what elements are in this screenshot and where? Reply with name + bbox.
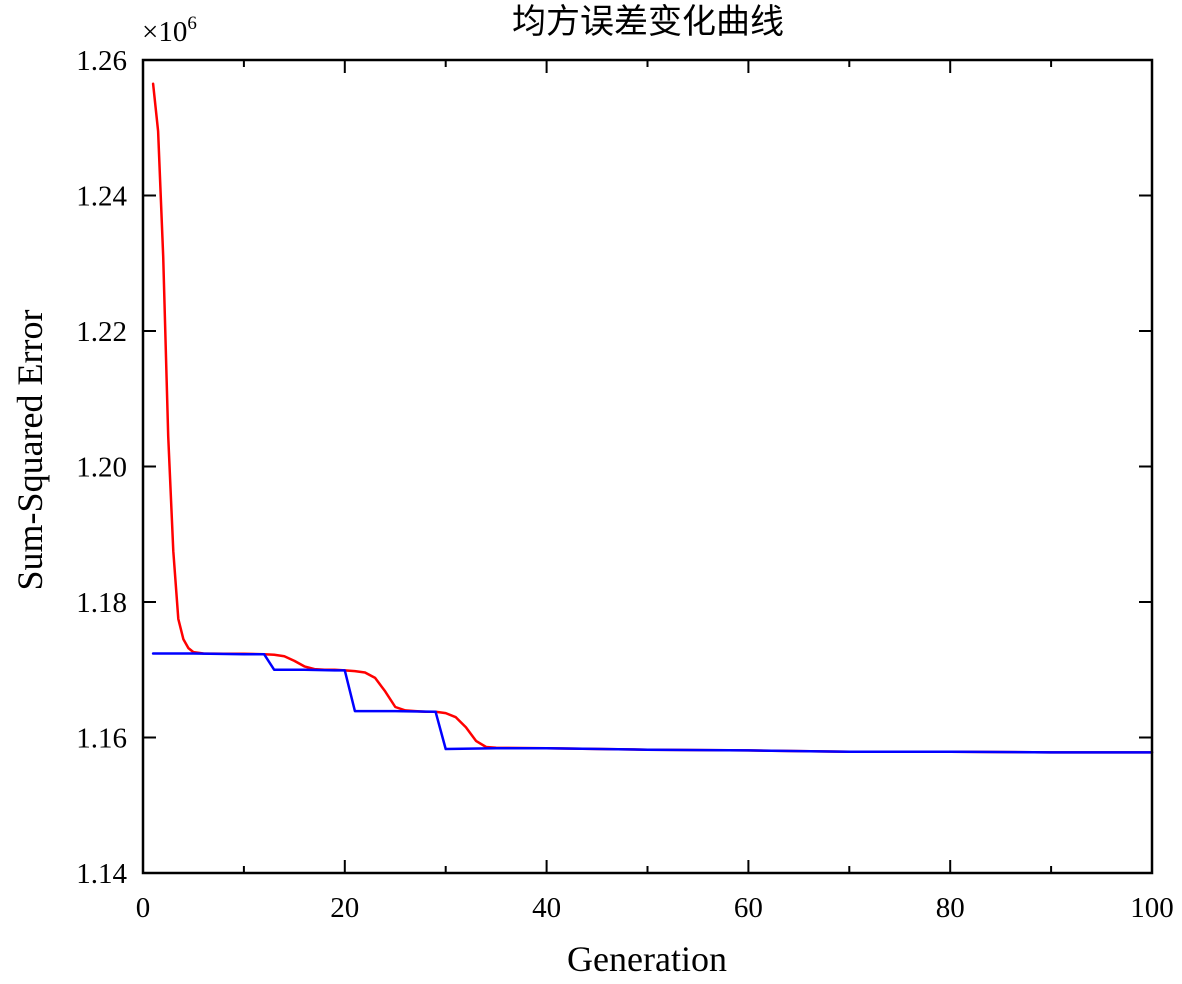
y-axis-label: Sum-Squared Error bbox=[10, 310, 50, 591]
y-multiplier-exponent: 6 bbox=[187, 13, 197, 34]
series-layer bbox=[151, 82, 1154, 754]
axis-ticks: 0 20 40 60 80 100 1.14 1.16 1.18 1.20 1.22 1.24 1.26 bbox=[76, 45, 1174, 924]
y-multiplier: ×106 bbox=[142, 13, 197, 48]
y-tick-label: 1.16 bbox=[76, 723, 127, 755]
x-tick-label: 100 bbox=[1130, 892, 1174, 924]
svg-text:×106: ×106 bbox=[142, 13, 197, 48]
chart-title: 均方误差变化曲线 bbox=[512, 2, 784, 42]
series-line-blue bbox=[151, 652, 1154, 754]
x-tick-label: 60 bbox=[734, 892, 763, 924]
y-tick-label: 1.18 bbox=[76, 587, 127, 619]
y-tick-label: 1.26 bbox=[76, 45, 127, 77]
x-tick-label: 20 bbox=[330, 892, 359, 924]
x-tick-label: 80 bbox=[936, 892, 965, 924]
x-tick-label: 40 bbox=[532, 892, 561, 924]
y-tick-label: 1.22 bbox=[76, 316, 127, 348]
series-line-red bbox=[151, 82, 1154, 754]
y-tick-label: 1.24 bbox=[76, 181, 127, 213]
y-multiplier-base: ×10 bbox=[142, 16, 187, 48]
y-tick-label: 1.14 bbox=[76, 858, 127, 890]
x-tick-label: 0 bbox=[136, 892, 151, 924]
y-tick-label: 1.20 bbox=[76, 452, 127, 484]
plot-frame bbox=[141, 58, 1154, 875]
x-axis-label: Generation bbox=[567, 939, 727, 979]
